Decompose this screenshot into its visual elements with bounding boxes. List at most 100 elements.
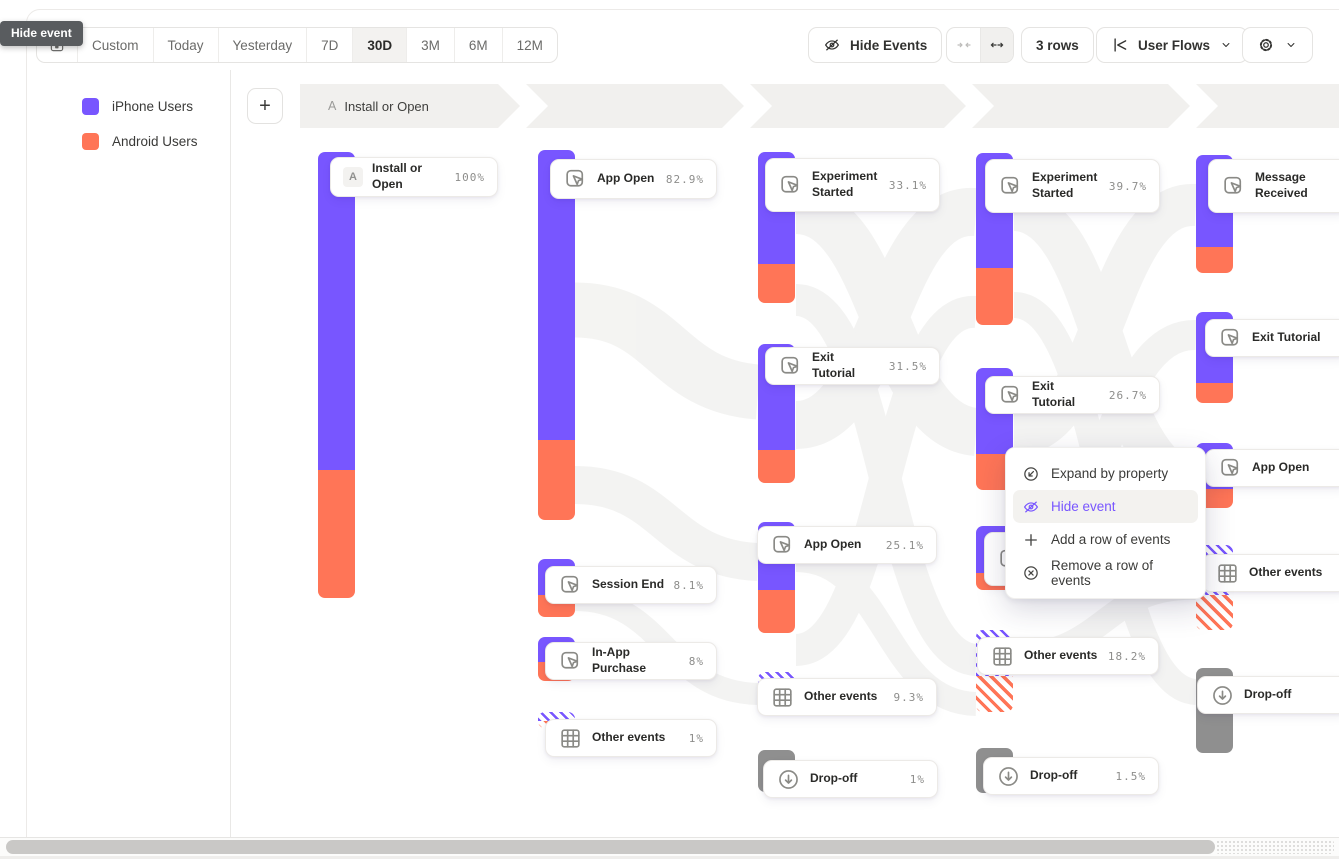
event-percentage: 82.9% [665, 172, 704, 186]
settings-button[interactable] [1242, 27, 1313, 63]
event-percentage: 1% [909, 772, 925, 786]
event-percentage: 25.1% [885, 538, 924, 552]
event-card-drop-off[interactable]: Drop-off 1.5% [983, 757, 1159, 795]
legend-item-android-users[interactable]: Android Users [82, 133, 198, 150]
step-segment-5[interactable] [1196, 84, 1339, 128]
horizontal-scrollbar-thumb[interactable] [6, 840, 1215, 854]
panel-divider [230, 70, 231, 837]
event-card-exit-tutorial[interactable]: Exit Tutorial [1205, 319, 1339, 357]
date-range-yesterday[interactable]: Yesterday [217, 28, 307, 62]
date-range-3m[interactable]: 3M [406, 28, 454, 62]
event-percentage: 9.3% [893, 690, 924, 704]
event-name: Experiment Started [1032, 170, 1098, 200]
eye-off-icon [823, 36, 841, 54]
bar-segment-android[interactable] [976, 268, 1013, 325]
bar-segment-android[interactable] [758, 590, 795, 633]
custom-event-icon [778, 354, 803, 379]
date-range-6m[interactable]: 6M [453, 28, 502, 62]
custom-event-icon [558, 649, 583, 674]
event-card-app-open[interactable]: App Open 25.1% [757, 526, 937, 564]
flow-bar-install-or-open[interactable] [318, 152, 355, 598]
menu-item-expand-by-property[interactable]: Expand by property [1013, 457, 1198, 490]
custom-event-icon [1218, 326, 1243, 351]
menu-item-label: Add a row of events [1051, 532, 1171, 547]
date-range-picker: Custom Today Yesterday 7D 30D 3M 6M 12M [36, 27, 558, 63]
custom-event-icon [1218, 456, 1243, 481]
bar-segment-iphone-hatched[interactable] [538, 712, 575, 721]
view-selector-label: User Flows [1138, 37, 1211, 53]
bar-segment-android[interactable] [758, 264, 795, 303]
user-flows-icon [1111, 36, 1129, 54]
other-events-grid-icon [1215, 561, 1240, 586]
date-range-today[interactable]: Today [152, 28, 218, 62]
date-range-30d-selected[interactable]: 30D [352, 28, 407, 62]
collapse-expand-toggle [946, 27, 1014, 63]
bar-segment-android[interactable] [318, 470, 355, 598]
bar-segment-android-hatched[interactable] [976, 676, 1013, 712]
event-card-other-events[interactable]: Other events 18.2% [977, 637, 1159, 675]
event-card-other-events[interactable]: Other events 9.3% [757, 678, 937, 716]
event-card-install-or-open[interactable]: A Install or Open 100% [330, 157, 498, 197]
step-segment-4[interactable] [972, 84, 1190, 128]
legend-item-iphone-users[interactable]: iPhone Users [82, 98, 193, 115]
bar-segment-android[interactable] [1196, 383, 1233, 403]
event-card-app-open[interactable]: App Open 82.9% [550, 159, 717, 199]
view-selector-button[interactable]: User Flows [1096, 27, 1249, 63]
event-card-in-app-purchase[interactable]: In-App Purchase 8% [545, 642, 717, 680]
scrollbar-track-texture [1216, 840, 1334, 854]
menu-item-label: Expand by property [1051, 466, 1169, 481]
arrows-inward-icon [956, 37, 972, 53]
bar-segment-iphone[interactable] [318, 152, 355, 470]
date-range-12m[interactable]: 12M [501, 28, 557, 62]
event-card-session-end[interactable]: Session End 8.1% [545, 566, 717, 604]
event-card-exit-tutorial[interactable]: Exit Tutorial 26.7% [985, 376, 1160, 414]
event-card-other-events[interactable]: Other events 1% [545, 719, 717, 757]
bar-segment-android-hatched[interactable] [1196, 595, 1233, 630]
event-card-drop-off[interactable]: Drop-off [1197, 676, 1339, 714]
step-segment-2[interactable] [526, 84, 744, 128]
collapse-columns-button[interactable] [947, 28, 980, 62]
chevron-down-icon [1219, 38, 1233, 52]
bar-segment-android[interactable] [1196, 247, 1233, 273]
event-card-experiment-started[interactable]: Experiment Started 39.7% [985, 159, 1160, 213]
menu-item-label: Hide event [1051, 499, 1116, 514]
event-name: Other events [1249, 565, 1323, 580]
other-events-grid-icon [770, 685, 795, 710]
letter-a-badge: A [343, 167, 363, 187]
remove-row-icon [1022, 564, 1040, 582]
add-step-button[interactable]: + [247, 88, 283, 124]
event-name: Install or Open [372, 161, 423, 191]
event-card-message-received[interactable]: Message Received [1208, 159, 1339, 213]
event-name: Other events [1024, 648, 1098, 663]
menu-item-hide-event[interactable]: Hide event [1013, 490, 1198, 523]
event-percentage: 1.5% [1115, 769, 1146, 783]
bar-segment-android[interactable] [538, 440, 575, 520]
other-events-grid-icon [558, 726, 583, 751]
expand-columns-button[interactable] [980, 28, 1013, 62]
event-card-experiment-started[interactable]: Experiment Started 33.1% [765, 158, 940, 212]
event-card-exit-tutorial[interactable]: Exit Tutorial 31.5% [765, 347, 940, 385]
event-card-drop-off[interactable]: Drop-off 1% [763, 760, 938, 798]
legend-label: Android Users [112, 134, 198, 149]
event-card-other-events[interactable]: Other events [1202, 554, 1339, 592]
menu-item-remove-row-of-events[interactable]: Remove a row of events [1013, 556, 1198, 589]
custom-event-icon [998, 383, 1023, 408]
step-segment-3[interactable] [750, 84, 966, 128]
event-name: In-App Purchase [592, 645, 647, 675]
event-percentage: 31.5% [888, 359, 927, 373]
step-segment-1[interactable]: A Install or Open [300, 84, 520, 128]
event-name: Exit Tutorial [1032, 379, 1076, 409]
bar-segment-android[interactable] [758, 450, 795, 483]
flow-bar-app-open[interactable] [538, 150, 575, 520]
menu-item-add-row-of-events[interactable]: Add a row of events [1013, 523, 1198, 556]
date-range-custom[interactable]: Custom [77, 28, 153, 62]
event-name: Exit Tutorial [1252, 330, 1321, 345]
expand-by-property-icon [1022, 465, 1040, 483]
custom-event-icon [558, 573, 583, 598]
event-card-app-open[interactable]: App Open [1205, 449, 1339, 487]
rows-count-button[interactable]: 3 rows [1021, 27, 1094, 63]
date-range-7d[interactable]: 7D [306, 28, 352, 62]
hide-events-button[interactable]: Hide Events [808, 27, 943, 63]
event-name: App Open [1252, 460, 1310, 475]
